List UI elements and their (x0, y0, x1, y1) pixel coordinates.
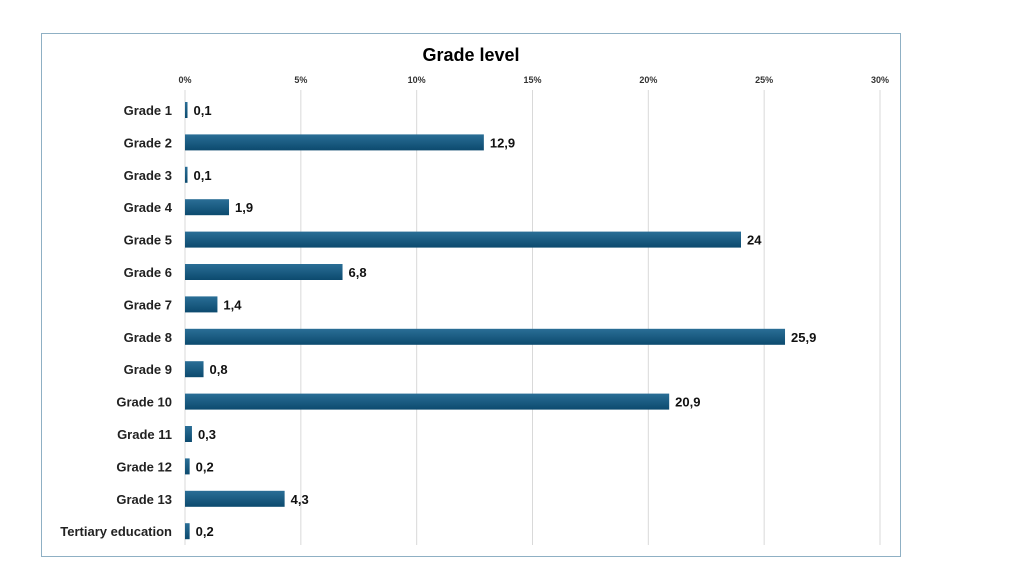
data-label: 0,1 (194, 168, 212, 183)
data-label: 0,8 (210, 362, 228, 377)
data-label: 4,3 (291, 492, 309, 507)
data-label: 6,8 (349, 265, 367, 280)
tick-label: 25% (755, 75, 773, 85)
data-label: 0,1 (194, 103, 212, 118)
data-label: 1,9 (235, 200, 253, 215)
bar (185, 166, 188, 183)
chart-frame (41, 33, 901, 557)
bar (185, 523, 190, 540)
bar (185, 361, 204, 378)
category-label: Grade 8 (124, 330, 172, 345)
category-label: Grade 9 (124, 362, 172, 377)
category-label: Grade 7 (124, 297, 172, 312)
category-label: Grade 4 (124, 200, 173, 215)
bar (185, 490, 285, 507)
data-label: 12,9 (490, 135, 515, 150)
category-label: Grade 1 (124, 103, 172, 118)
category-label: Grade 6 (124, 265, 172, 280)
data-label: 0,2 (196, 524, 214, 539)
bar (185, 328, 786, 345)
tick-label: 5% (294, 75, 307, 85)
category-label: Grade 12 (116, 459, 172, 474)
data-label: 1,4 (223, 297, 242, 312)
tick-label: 10% (408, 75, 426, 85)
tick-label: 15% (523, 75, 541, 85)
bar (185, 231, 741, 248)
data-label: 0,2 (196, 459, 214, 474)
chart-title: Grade level (422, 45, 519, 65)
data-label: 20,9 (675, 395, 700, 410)
category-label: Tertiary education (60, 524, 172, 539)
bar (185, 296, 218, 313)
bar (185, 264, 343, 280)
bar (185, 134, 484, 151)
data-label: 24 (747, 233, 762, 248)
category-label: Grade 3 (124, 168, 172, 183)
bar (185, 199, 230, 216)
category-label: Grade 5 (124, 233, 172, 248)
category-label: Grade 10 (116, 395, 172, 410)
tick-label: 0% (178, 75, 191, 85)
bar (185, 458, 190, 475)
tick-label: 30% (871, 75, 889, 85)
category-label: Grade 2 (124, 135, 172, 150)
bar (185, 426, 192, 442)
bar (185, 393, 670, 410)
data-label: 0,3 (198, 427, 216, 442)
tick-label: 20% (639, 75, 657, 85)
category-label: Grade 13 (116, 492, 172, 507)
data-label: 25,9 (791, 330, 816, 345)
category-label: Grade 11 (117, 427, 172, 442)
bar (185, 102, 188, 118)
